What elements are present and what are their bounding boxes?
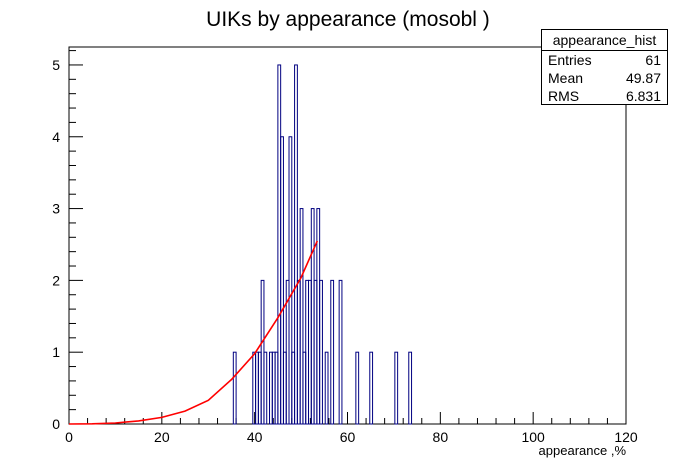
histogram-bin	[408, 351, 413, 425]
plot-area: 0 20 40 60 80 100 120 0 1 2 3 4 5	[52, 46, 638, 445]
x-tick-label: 20	[154, 429, 170, 445]
x-tick-label: 80	[433, 429, 449, 445]
y-tick-label: 1	[52, 344, 60, 360]
y-tick-label: 5	[52, 57, 60, 73]
histogram-bin	[330, 279, 335, 425]
histogram-bin	[324, 351, 329, 425]
histogram-bin	[232, 351, 237, 425]
x-tick-label: 0	[65, 429, 73, 445]
y-tick-label: 4	[52, 129, 60, 145]
x-tick-label: 120	[614, 429, 638, 445]
histogram-bin	[319, 279, 323, 425]
histogram-bin	[355, 351, 360, 425]
histogram-bin	[288, 136, 293, 425]
y-tick-label: 0	[52, 416, 60, 432]
x-axis-label: appearance ,%	[539, 443, 627, 458]
x-tick-label: 40	[247, 429, 263, 445]
stats-row-entries: Entries 61	[542, 51, 667, 69]
histogram-bin	[394, 351, 399, 425]
stats-value: 6.831	[625, 88, 661, 104]
y-tick-label: 2	[52, 272, 60, 288]
y-tick-label: 3	[52, 201, 60, 217]
stats-value: 61	[645, 52, 661, 68]
stats-row-rms: RMS 6.831	[542, 87, 667, 105]
histogram-bin	[280, 136, 284, 425]
x-tick-label: 100	[521, 429, 545, 445]
histogram-bin	[369, 351, 374, 425]
stats-label: Entries	[548, 52, 592, 68]
stats-label: RMS	[548, 88, 580, 104]
stats-row-mean: Mean 49.87	[542, 69, 667, 87]
fit-curve	[68, 240, 319, 425]
stats-box-title: appearance_hist	[542, 30, 667, 51]
histogram-bin	[294, 64, 298, 425]
histogram-bin	[263, 351, 268, 425]
histogram-bin	[338, 279, 343, 425]
x-tick-label: 60	[340, 429, 356, 445]
chart-title: UIKs by appearance (mosobl )	[206, 8, 490, 31]
stats-value: 49.87	[625, 70, 661, 86]
histogram-bin	[299, 208, 304, 425]
stats-label: Mean	[548, 70, 584, 86]
stats-box: appearance_hist Entries 61 Mean 49.87 RM…	[541, 29, 668, 105]
